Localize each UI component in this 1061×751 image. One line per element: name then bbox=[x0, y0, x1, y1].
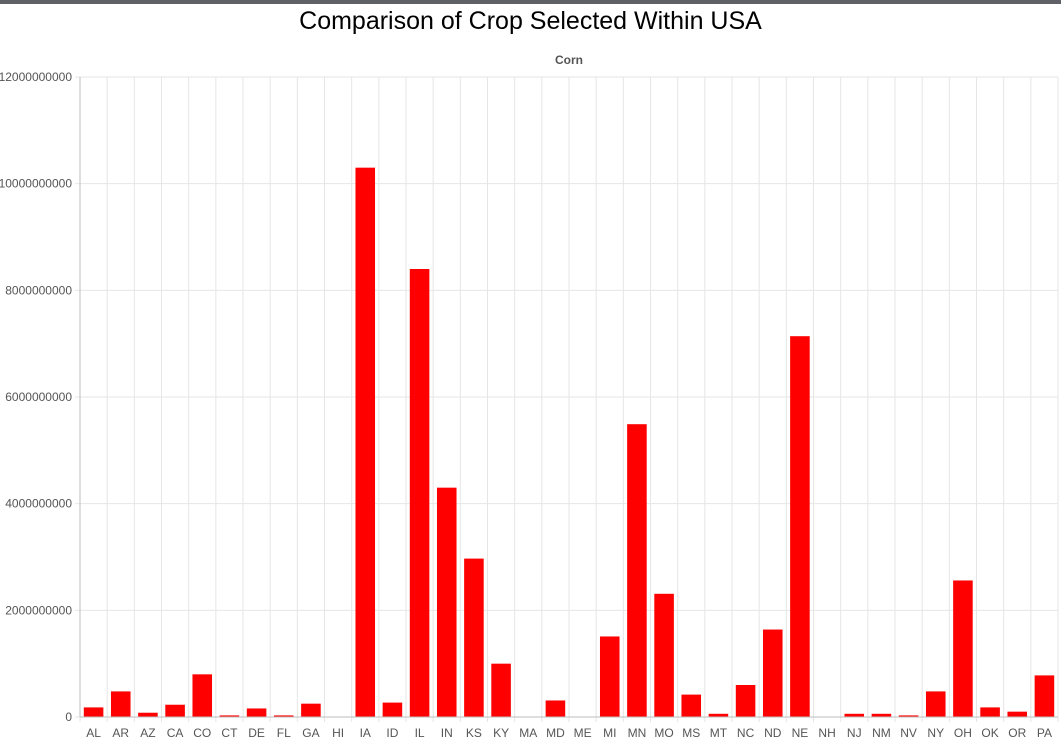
x-tick-label: MO bbox=[654, 726, 673, 740]
x-tick-label: NY bbox=[927, 726, 944, 740]
x-tick-label: MI bbox=[603, 726, 616, 740]
x-tick-label: CO bbox=[193, 726, 211, 740]
x-tick-label: HI bbox=[332, 726, 344, 740]
bars-layer bbox=[83, 167, 1055, 718]
x-tick-label: NC bbox=[737, 726, 755, 740]
bar-ms bbox=[681, 694, 702, 717]
bar-oh bbox=[953, 580, 973, 717]
y-tick-label: 0 bbox=[65, 710, 72, 724]
x-tick-label: OH bbox=[954, 726, 972, 740]
bar-nj bbox=[844, 713, 865, 717]
x-tick-label: OR bbox=[1008, 726, 1026, 740]
bar-ok bbox=[980, 707, 1000, 717]
axis-layer: 0 2000000000 4000000000 6000000000 800000000… bbox=[0, 70, 1058, 740]
x-tick-label: NE bbox=[792, 726, 809, 740]
x-tick-label: ID bbox=[386, 726, 398, 740]
bar-ks bbox=[464, 558, 484, 717]
bar-mi bbox=[599, 636, 620, 717]
x-tick-label: ME bbox=[574, 726, 592, 740]
bar-de bbox=[246, 708, 267, 717]
bar-md bbox=[545, 700, 566, 717]
page-title: Comparison of Crop Selected Within USA bbox=[299, 7, 762, 35]
bar-ne bbox=[790, 336, 810, 717]
y-tick-label: 4000000000 bbox=[5, 497, 72, 511]
x-tick-label: IN bbox=[441, 726, 453, 740]
bar-ga bbox=[301, 703, 321, 717]
x-tick-label: AR bbox=[112, 726, 129, 740]
x-tick-label: PA bbox=[1037, 726, 1052, 740]
bar-ky bbox=[491, 663, 511, 717]
bar-ar bbox=[110, 691, 131, 717]
bar-ny bbox=[925, 691, 946, 717]
x-tick-label: IA bbox=[360, 726, 371, 740]
bar-chart: 0 2000000000 4000000000 6000000000 800000000… bbox=[0, 53, 1059, 740]
bar-co bbox=[192, 674, 213, 717]
x-tick-label: KY bbox=[493, 726, 509, 740]
x-tick-label: MA bbox=[519, 726, 537, 740]
bar-ia bbox=[355, 167, 376, 718]
y-tick-label: 12000000000 bbox=[0, 70, 72, 84]
y-tick-label: 6000000000 bbox=[5, 390, 72, 404]
x-tick-label: GA bbox=[302, 726, 319, 740]
top-border-strip bbox=[0, 0, 1061, 4]
bar-nv bbox=[898, 715, 919, 717]
bar-nc bbox=[735, 685, 756, 717]
x-tick-label: MN bbox=[628, 726, 647, 740]
bar-mo bbox=[654, 593, 674, 717]
y-tick-label: 8000000000 bbox=[5, 283, 72, 297]
x-tick-label: NJ bbox=[847, 726, 862, 740]
bar-or bbox=[1007, 711, 1028, 717]
x-tick-label: OK bbox=[981, 726, 998, 740]
x-tick-label: NV bbox=[900, 726, 917, 740]
x-tick-label: MD bbox=[546, 726, 565, 740]
x-tick-label: CA bbox=[167, 726, 184, 740]
bar-ct bbox=[219, 715, 240, 717]
bar-ca bbox=[165, 704, 185, 717]
bar-il bbox=[409, 269, 430, 717]
x-tick-label: FL bbox=[277, 726, 291, 740]
grid-layer bbox=[75, 76, 1059, 722]
bar-pa bbox=[1034, 675, 1055, 717]
x-tick-label: KS bbox=[466, 726, 482, 740]
x-tick-label: NH bbox=[818, 726, 835, 740]
x-tick-label: MT bbox=[710, 726, 728, 740]
bar-al bbox=[83, 707, 104, 717]
bar-mt bbox=[708, 713, 729, 717]
x-tick-label: IL bbox=[415, 726, 425, 740]
y-tick-label: 2000000000 bbox=[5, 603, 72, 617]
bar-nd bbox=[762, 629, 783, 717]
bar-az bbox=[138, 712, 158, 717]
bar-id bbox=[382, 702, 403, 717]
x-tick-label: DE bbox=[248, 726, 265, 740]
bar-in bbox=[436, 487, 457, 717]
x-tick-label: AL bbox=[86, 726, 101, 740]
x-tick-label: CT bbox=[221, 726, 238, 740]
series-label: Corn bbox=[555, 53, 583, 67]
x-tick-label: NM bbox=[872, 726, 891, 740]
bar-fl bbox=[273, 715, 294, 717]
x-tick-label: AZ bbox=[140, 726, 155, 740]
y-tick-label: 10000000000 bbox=[0, 177, 72, 191]
bar-nm bbox=[871, 713, 892, 717]
bar-mn bbox=[627, 424, 647, 717]
x-tick-label: ND bbox=[764, 726, 782, 740]
x-tick-label: MS bbox=[682, 726, 700, 740]
